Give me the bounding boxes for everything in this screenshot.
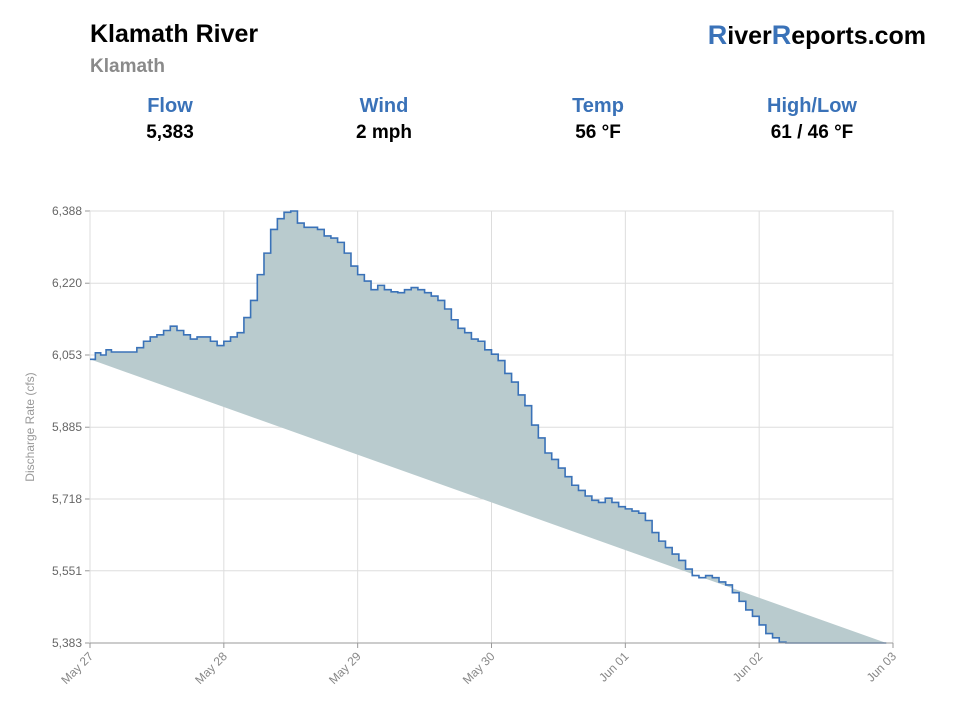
river-title: Klamath River: [90, 20, 259, 48]
x-tick-label: May 30: [460, 649, 498, 687]
x-tick-label: May 28: [192, 649, 230, 687]
x-tick-label: Jun 02: [730, 649, 766, 685]
y-tick-label: 5,383: [52, 636, 82, 650]
discharge-area: [90, 211, 887, 643]
brand-r1: R: [707, 20, 728, 50]
y-axis-label: Discharge Rate (cfs): [23, 372, 37, 481]
stat-wind-label: Wind: [359, 95, 409, 117]
discharge-line: [90, 210, 887, 644]
brand-r2: R: [771, 20, 792, 50]
x-tick-label: Jun 01: [596, 649, 632, 685]
stat-highlow: High/Low 61 / 46 °F: [712, 95, 912, 144]
x-tick-label: May 27: [58, 649, 96, 687]
x-tick-label: May 29: [326, 649, 364, 687]
stat-flow-label: Flow: [147, 95, 193, 117]
stat-wind-value: 2 mph: [356, 122, 412, 143]
stat-temp: Temp 56 °F: [498, 95, 698, 144]
stat-flow-value: 5,383: [146, 122, 194, 143]
stat-highlow-value: 61 / 46 °F: [770, 122, 854, 143]
stat-highlow-label: High/Low: [767, 95, 857, 117]
y-tick-label: 6,220: [52, 276, 82, 290]
brand-part2: eports.com: [791, 22, 926, 50]
stat-temp-value: 56 °F: [575, 122, 621, 143]
brand-logo[interactable]: RiverReports.com: [708, 20, 926, 51]
stat-wind: Wind 2 mph: [284, 95, 484, 144]
brand-part1: iver: [727, 22, 772, 50]
y-tick-label: 6,388: [52, 204, 82, 218]
y-tick-label: 5,551: [52, 564, 82, 578]
stat-flow: Flow 5,383: [70, 95, 270, 144]
y-tick-label: 5,885: [52, 420, 82, 434]
stat-temp-label: Temp: [572, 95, 624, 117]
y-tick-label: 6,053: [52, 348, 82, 362]
y-tick-label: 5,718: [52, 492, 82, 506]
discharge-chart: 5,383 5,551 5,718 5,885 6,053 6,220 6,388 May 2…: [23, 204, 900, 687]
stats-row: Flow 5,383 Wind 2 mph Temp 56 °F High/Lo…: [70, 95, 930, 155]
river-subtitle: Klamath: [90, 56, 165, 77]
x-tick-label: Jun 03: [864, 649, 900, 685]
